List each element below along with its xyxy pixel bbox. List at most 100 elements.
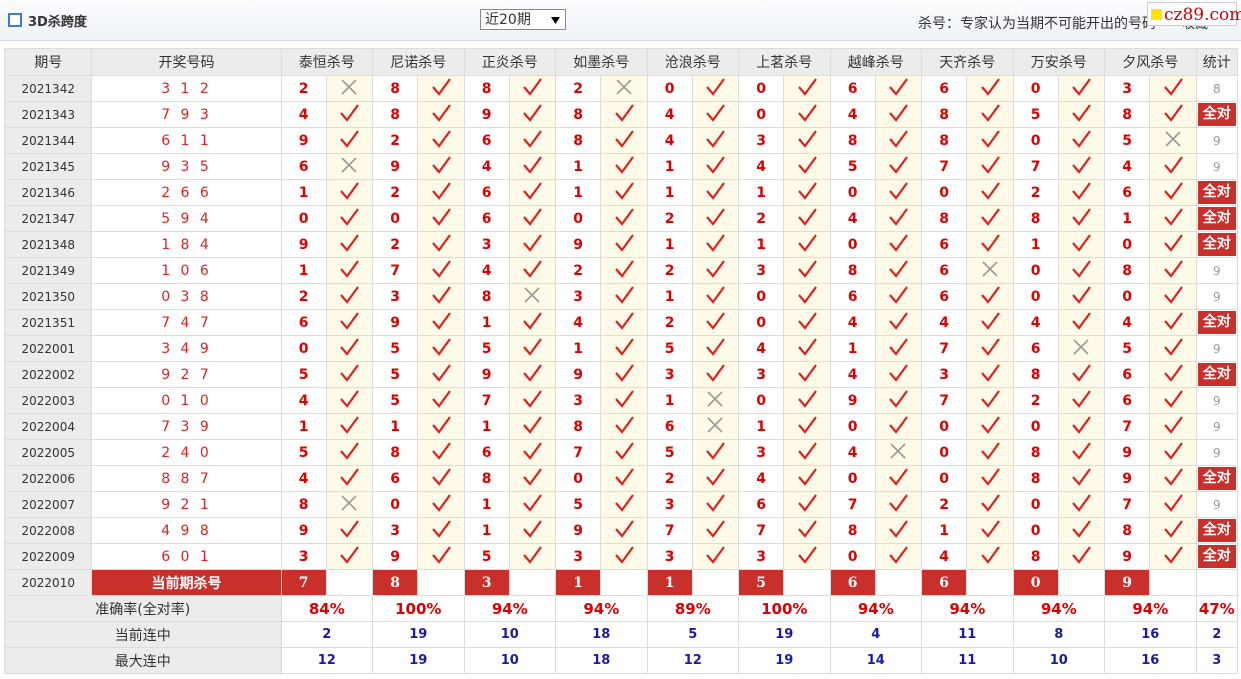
current-label: 当前期杀号 [91,569,282,596]
hit-icon [706,285,726,304]
data-row: 2021347 5 9 4 0 0 6 0 2 2 4 8 8 1 全对 [3,205,1239,232]
hit-icon [1164,389,1183,408]
result-cell [417,491,465,518]
kill-number: 8 [372,75,419,102]
hit-icon [340,259,360,278]
kill-number: 5 [372,335,419,362]
column-header: 开奖号码 [91,48,282,76]
kill-number: 0 [829,231,876,258]
hit-icon [1072,233,1092,252]
result-cell [600,127,648,154]
current-kill: 0 [1012,569,1059,596]
kill-number: 2 [372,127,419,154]
miss-icon [1165,130,1181,147]
result-cell [508,361,557,388]
kill-number: 2 [921,491,968,518]
empty-cell [966,569,1014,596]
kill-number: 7 [646,517,693,544]
summary-label: 最大连中 [4,647,282,674]
hit-icon [798,363,817,382]
hit-icon [432,259,451,278]
kill-number: 6 [280,309,327,336]
kill-number: 9 [280,517,327,544]
result-cell [1149,413,1197,440]
result-cell [1149,517,1197,544]
summary-value: 47% [1195,595,1239,622]
kill-number: 2 [1012,179,1059,206]
hit-icon [523,129,543,148]
hit-icon [798,77,817,96]
kill-number: 2 [646,309,693,336]
stat-cell: 全对 [1195,179,1239,206]
period-cell: 2022008 [3,517,93,544]
hit-icon [340,337,360,356]
column-header: 夕风杀号 [1104,48,1197,76]
result-cell [508,543,557,570]
kill-number: 5 [646,439,693,466]
kill-number: 0 [921,439,968,466]
kill-number: 3 [372,517,419,544]
hit-icon [981,129,1000,148]
period-cell: 2022002 [3,361,93,388]
kill-number: 9 [555,231,602,258]
kill-number: 7 [1104,491,1151,518]
kill-number: 4 [738,153,785,180]
result-cell [417,517,465,544]
watermark: cz89.com [1147,2,1241,26]
kill-number: 3 [738,439,785,466]
miss-icon [341,156,357,173]
hit-icon [889,155,909,174]
result-cell [508,127,557,154]
hit-icon [1072,155,1092,174]
period-select[interactable]: 近20期 [480,9,566,30]
result-cell [1057,101,1106,128]
kill-number: 1 [463,309,510,336]
hit-icon [889,129,909,148]
stat-cell: 8 [1195,75,1239,102]
kill-number: 6 [1104,179,1151,206]
hit-icon [981,467,1000,486]
hit-icon [615,155,634,174]
hit-icon [523,545,543,564]
kill-number: 2 [280,75,327,102]
miss-icon [616,78,632,95]
kill-number: 0 [646,75,693,102]
result-cell [966,465,1014,492]
result-cell [783,283,831,310]
data-row: 2021351 7 4 7 6 9 1 4 2 0 4 4 4 4 全对 [3,309,1239,336]
hit-icon [1164,207,1183,226]
current-kill: 5 [738,569,785,596]
summary-label: 准确率(全对率) [4,595,282,622]
hit-icon [432,77,451,96]
empty-cell [874,569,923,596]
kill-number: 8 [1012,205,1059,232]
hit-icon [615,129,634,148]
kill-number: 8 [921,127,968,154]
hit-icon [615,493,634,512]
kill-number: 0 [1012,283,1059,310]
kill-number: 0 [738,101,785,128]
hit-icon [615,415,634,434]
result-cell [966,491,1014,518]
result-cell [691,257,740,284]
result-cell [325,153,374,180]
result-cell [966,101,1014,128]
hit-icon [340,233,360,252]
hit-icon [798,129,817,148]
hit-icon [432,493,451,512]
result-cell [325,283,374,310]
stat-cell: 全对 [1195,205,1239,232]
hit-icon [1164,103,1183,122]
hit-icon [432,181,451,200]
result-cell [874,543,923,570]
period-cell: 2021342 [3,75,93,102]
hit-icon [432,545,451,564]
column-header: 上茗杀号 [738,48,831,76]
result-cell [874,413,923,440]
hit-icon [981,519,1000,538]
kill-number: 5 [1104,335,1151,362]
